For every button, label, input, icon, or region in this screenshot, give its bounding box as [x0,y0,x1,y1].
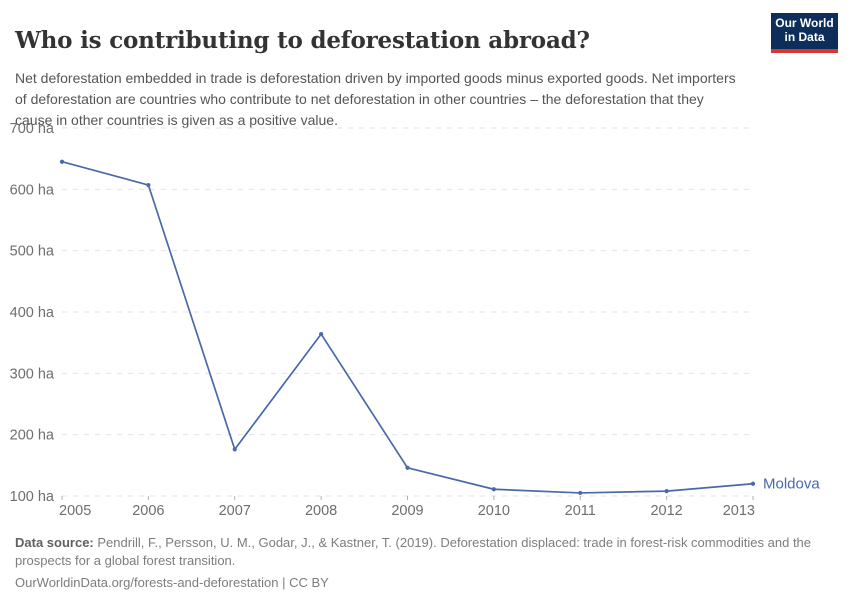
x-axis-label-2007: 2007 [219,503,251,519]
x-axis-label-2005: 2005 [59,503,91,519]
data-point-moldova-2013 [750,481,756,486]
y-axis-label-500: 500 ha [10,244,55,260]
data-point-moldova-2007 [232,447,237,452]
data-point-moldova-2010 [491,487,496,492]
x-axis-label-2011: 2011 [565,503,596,519]
y-axis-label-400: 400 ha [10,305,55,321]
y-axis-label-100: 100 ha [10,489,55,505]
y-axis-label-200: 200 ha [10,428,55,444]
y-axis-label-700: 700 ha [10,121,55,137]
data-point-moldova-2005 [59,159,65,164]
data-point-moldova-2012 [664,488,669,494]
x-axis-label-2008: 2008 [305,503,337,519]
chart-subtitle: Net deforestation embedded in trade is d… [15,70,736,128]
owid-logo[interactable]: Our World in Data [771,13,838,53]
x-axis-label-2010: 2010 [478,503,510,519]
data-source-text: Pendrill, F., Persson, U. M., Godar, J.,… [15,535,812,568]
x-axis-label-2009: 2009 [391,503,423,519]
x-axis-label-2012: 2012 [650,503,682,519]
data-source-label: Data source: [15,535,94,550]
series-label-moldova: Moldova [763,476,820,493]
data-source-line: Data source: Pendrill, F., Persson, U. M… [15,534,827,569]
chart-footer: Data source: Pendrill, F., Persson, U. M… [15,534,827,592]
permalink-link[interactable]: OurWorldinData.org/forests-and-deforesta… [15,575,329,590]
owid-logo-line1: Our World [775,16,834,30]
y-axis-label-300: 300 ha [10,366,55,382]
y-axis-label-600: 600 ha [10,182,55,198]
page-title: Who is contributing to deforestation abr… [15,27,590,55]
data-point-moldova-2009 [405,465,410,470]
series-line-moldova [61,160,754,494]
owid-logo-line2: in Data [784,30,825,44]
x-axis-label-2006: 2006 [132,503,164,519]
data-point-moldova-2006 [146,182,151,188]
data-point-moldova-2008 [319,331,324,337]
x-axis-label-2013: 2013 [723,503,755,519]
data-point-moldova-2011 [578,490,583,496]
